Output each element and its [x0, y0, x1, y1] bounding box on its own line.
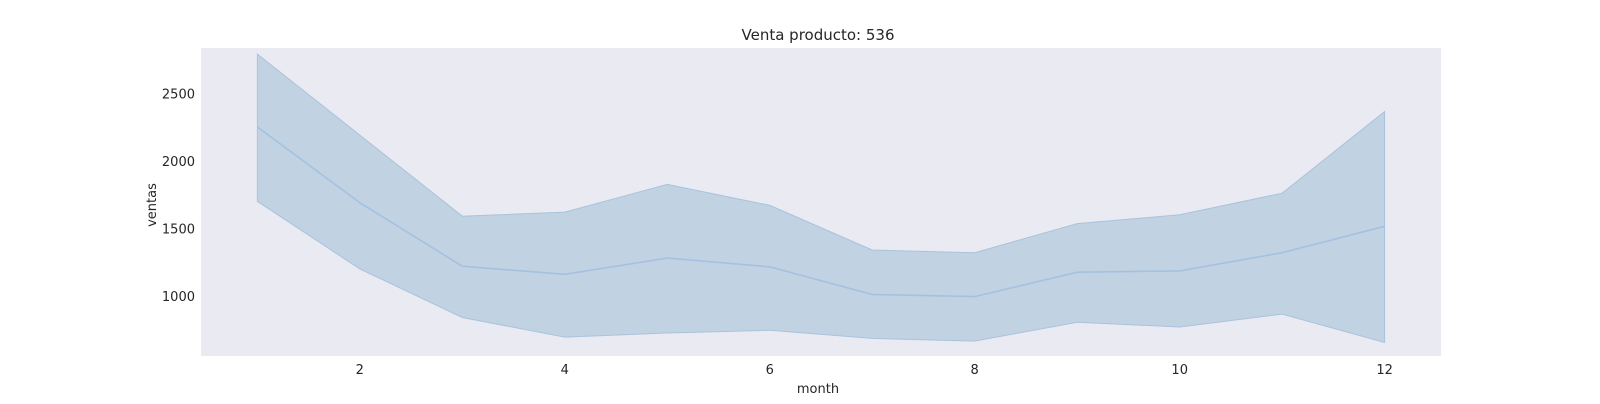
series-line-layer	[256, 126, 1385, 298]
y-tick-label: 1000	[162, 290, 195, 305]
x-tick-label: 8	[971, 363, 979, 378]
y-axis-ticks: 1000 1500 2000 2500	[162, 87, 195, 305]
confidence-band	[256, 53, 1386, 344]
x-tick-label: 12	[1376, 363, 1393, 378]
chart-title: Venta producto: 536	[742, 26, 895, 44]
x-tick-label: 2	[356, 363, 364, 378]
y-tick-label: 2000	[162, 155, 195, 170]
x-axis-label: month	[797, 382, 839, 397]
series-line	[256, 126, 1385, 298]
y-tick-label: 2500	[162, 87, 195, 102]
y-axis-label: ventas	[145, 183, 160, 227]
x-tick-label: 4	[561, 363, 569, 378]
confidence-band-layer	[256, 53, 1386, 344]
x-tick-label: 10	[1171, 363, 1188, 378]
x-axis-ticks: 2 4 6 8 10 12	[356, 363, 1393, 378]
x-tick-label: 6	[766, 363, 774, 378]
y-tick-label: 1500	[162, 222, 195, 237]
